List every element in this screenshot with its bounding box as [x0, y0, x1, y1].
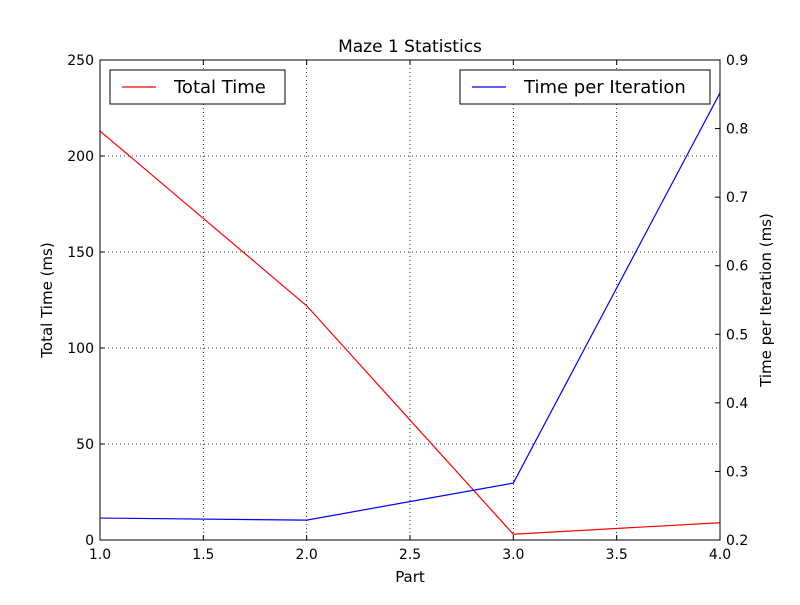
legend-layer: Total Time Time per Iteration: [110, 70, 710, 104]
y-tick-label-right: 0.7: [726, 190, 748, 206]
x-tick-label: 2.5: [399, 547, 421, 563]
ticks-layer: 1.0 1.5 2.0 2.5 3.0 3.5 4.0 0 50 100 150 200 250 0.2 0…: [67, 53, 748, 563]
x-tick-label: 4.0: [709, 547, 731, 563]
legend-label-1: Total Time: [173, 77, 266, 98]
y-tick-label-left: 50: [76, 437, 94, 453]
x-tick-label: 3.0: [502, 547, 524, 563]
x-tick-label: 1.5: [192, 547, 214, 563]
y-tick-label-left: 250: [67, 53, 94, 69]
y-tick-label-right: 0.4: [726, 396, 748, 412]
y-tick-label-left: 0: [85, 533, 94, 549]
x-tick-label: 1.0: [89, 547, 111, 563]
y-tick-label-left: 150: [67, 245, 94, 261]
legend-label-2: Time per Iteration: [523, 77, 686, 98]
grid-layer: [100, 60, 720, 540]
y-axis-label-right: Time per Iteration (ms): [757, 213, 775, 388]
y-axis-label-left: Total Time (ms): [38, 242, 56, 358]
chart-title: Maze 1 Statistics: [338, 37, 482, 57]
y-tick-label-right: 0.5: [726, 327, 748, 343]
y-tick-label-right: 0.2: [726, 533, 748, 549]
x-axis-label: Part: [395, 568, 425, 586]
y-tick-label-right: 0.3: [726, 464, 748, 480]
y-tick-label-right: 0.9: [726, 53, 748, 69]
y-tick-label-right: 0.8: [726, 122, 748, 138]
y-tick-label-left: 100: [67, 341, 94, 357]
x-tick-label: 2.0: [296, 547, 318, 563]
y-tick-label-right: 0.6: [726, 259, 748, 275]
x-tick-label: 3.5: [606, 547, 628, 563]
y-tick-label-left: 200: [67, 149, 94, 165]
